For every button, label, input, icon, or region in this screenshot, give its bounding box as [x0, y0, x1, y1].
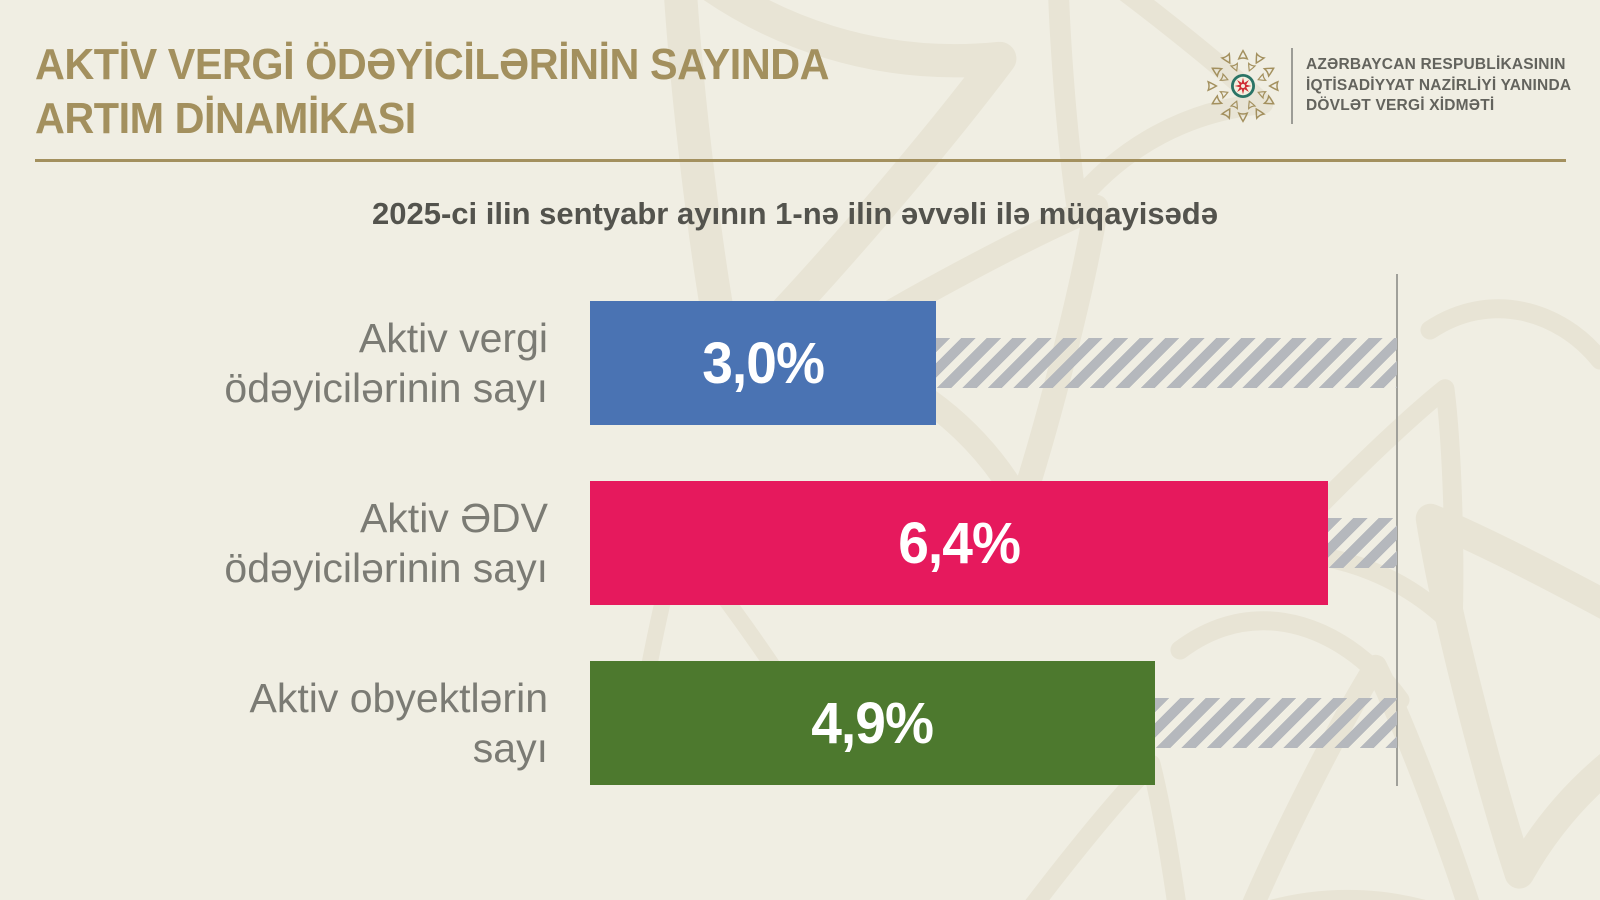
page-title-line1: AKTİV VERGİ ÖDƏYİCİLƏRİNİN SAYINDA — [35, 40, 830, 89]
logo-divider — [1291, 48, 1293, 124]
organization-name-line1: AZƏRBAYCAN RESPUBLİKASININ — [1306, 56, 1566, 74]
remainder-hatch-band — [1328, 518, 1397, 568]
bar-segment: 3,0% — [590, 301, 936, 425]
bar-category-label-line1: Aktiv ƏDV — [359, 495, 548, 541]
state-tax-service-logo: AZƏRBAYCAN RESPUBLİKASININ İQTİSADİYYAT … — [1203, 46, 1571, 126]
remainder-hatch-band — [936, 338, 1397, 388]
tax-service-emblem-icon — [1206, 49, 1280, 123]
bar-category-label-line1: Aktiv obyektlərin — [249, 675, 548, 721]
organization-name: AZƏRBAYCAN RESPUBLİKASININ İQTİSADİYYAT … — [1306, 55, 1571, 117]
bar-value-label: 3,0% — [702, 330, 825, 396]
bar-category-label-line2: ödəyicilərinin sayı — [224, 545, 548, 591]
title-underline-rule — [35, 159, 1566, 162]
page-title-line2: ARTIM DİNAMİKASI — [35, 94, 416, 143]
page-title: AKTİV VERGİ ÖDƏYİCİLƏRİNİN SAYINDA ARTIM… — [35, 38, 829, 146]
axis-endline — [1396, 274, 1398, 786]
remainder-hatch-band — [1155, 698, 1397, 748]
bar-segment: 4,9% — [590, 661, 1155, 785]
bar-category-label: Aktiv obyektlərin sayı — [80, 673, 548, 773]
bar-category-label: Aktiv ƏDV ödəyicilərinin sayı — [80, 493, 548, 593]
bar-value-label: 4,9% — [811, 690, 935, 756]
organization-name-line2: İQTİSADİYYAT NAZİRLİYİ YANINDA — [1306, 76, 1572, 94]
bar-category-label-line2: ödəyicilərinin sayı — [224, 365, 548, 411]
bar-category-label-line1: Aktiv vergi — [358, 315, 548, 361]
bar-segment: 6,4% — [590, 481, 1328, 605]
bar-category-label-line2: sayı — [472, 725, 548, 771]
bar-value-label: 6,4% — [898, 510, 1021, 576]
bar-category-label: Aktiv vergi ödəyicilərinin sayı — [80, 313, 548, 413]
organization-name-line3: DÖVLƏT VERGİ XİDMƏTİ — [1306, 97, 1495, 115]
chart-subtitle: 2025-ci ilin sentyabr ayının 1-nə ilin ə… — [372, 196, 1218, 231]
